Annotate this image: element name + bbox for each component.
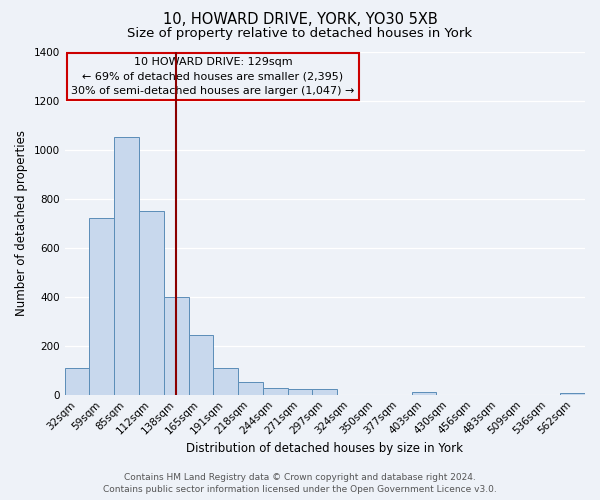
Text: Contains HM Land Registry data © Crown copyright and database right 2024.
Contai: Contains HM Land Registry data © Crown c… xyxy=(103,472,497,494)
Bar xyxy=(287,388,313,394)
Bar xyxy=(188,334,214,394)
Bar xyxy=(114,138,139,394)
Bar xyxy=(89,218,114,394)
X-axis label: Distribution of detached houses by size in York: Distribution of detached houses by size … xyxy=(187,442,463,455)
Bar xyxy=(164,296,188,394)
Text: Size of property relative to detached houses in York: Size of property relative to detached ho… xyxy=(127,28,473,40)
Bar xyxy=(412,392,436,394)
Bar xyxy=(263,388,287,394)
Bar xyxy=(313,388,337,394)
Text: 10 HOWARD DRIVE: 129sqm
← 69% of detached houses are smaller (2,395)
30% of semi: 10 HOWARD DRIVE: 129sqm ← 69% of detache… xyxy=(71,56,355,96)
Bar xyxy=(238,382,263,394)
Text: 10, HOWARD DRIVE, YORK, YO30 5XB: 10, HOWARD DRIVE, YORK, YO30 5XB xyxy=(163,12,437,28)
Bar xyxy=(139,211,164,394)
Bar xyxy=(214,368,238,394)
Y-axis label: Number of detached properties: Number of detached properties xyxy=(15,130,28,316)
Bar xyxy=(65,368,89,394)
